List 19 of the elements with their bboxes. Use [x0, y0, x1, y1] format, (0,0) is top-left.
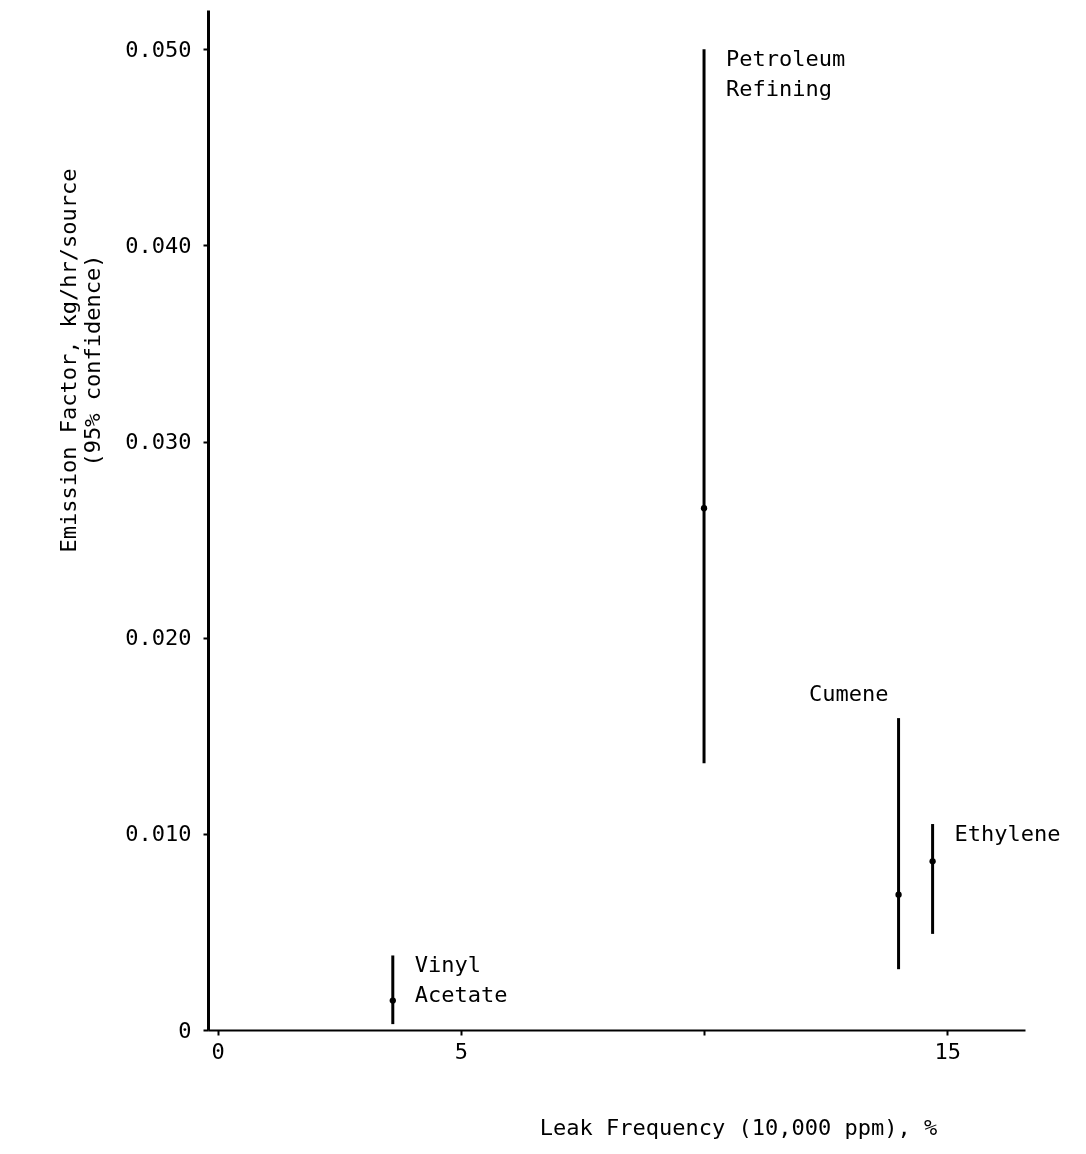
point — [389, 997, 396, 1004]
y-tick-label: 0.050 — [125, 36, 192, 62]
x-tick-label: 15 — [934, 1038, 961, 1064]
x-tick-label: 0 — [211, 1038, 225, 1064]
point — [895, 891, 902, 898]
y-tick-label: 0.040 — [125, 232, 192, 258]
y-tick-label: 0.030 — [125, 429, 192, 455]
annotation: Cumene — [809, 681, 889, 707]
annotation: Petroleum Refining — [726, 46, 846, 102]
annotation: Ethylene — [954, 821, 1061, 847]
x-axis-title: Leak Frequency (10,000 ppm), % — [539, 1114, 938, 1140]
x-tick-label: 5 — [454, 1038, 469, 1064]
point — [700, 505, 708, 512]
point — [929, 858, 936, 865]
annotation: Vinyl Acetate — [414, 952, 508, 1008]
y-tick-label: 0 — [178, 1017, 192, 1043]
y-tick-label: 0.020 — [125, 625, 192, 651]
y-tick-label: 0.010 — [125, 821, 192, 847]
y-axis-title: Emission Factor, kg/hr/source (95% confidence) — [56, 168, 106, 553]
